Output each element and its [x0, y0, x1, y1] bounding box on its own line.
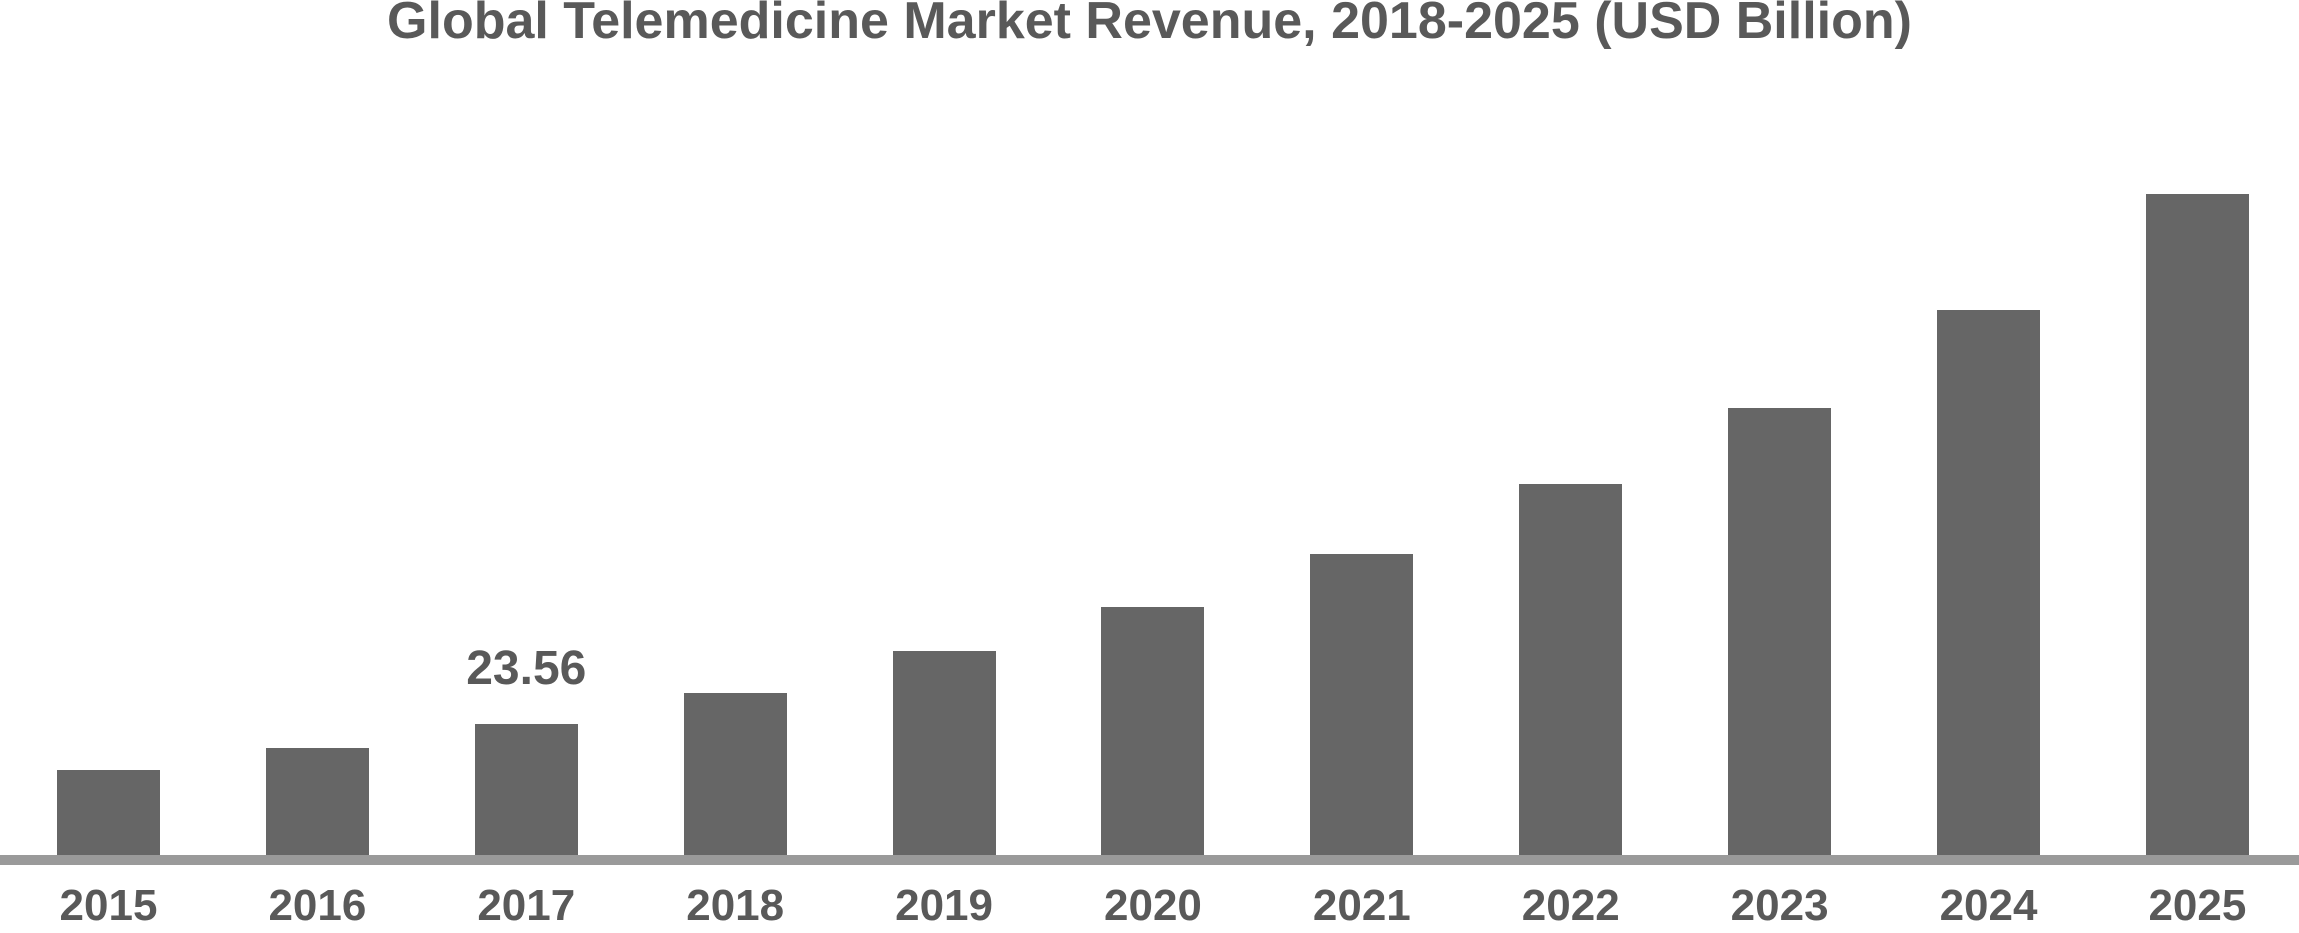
x-tick-2024: 2024: [1939, 881, 2038, 930]
bar-2018: [683, 693, 787, 855]
bar-2021: [1310, 554, 1414, 855]
bar-series: 23.56: [57, 85, 2249, 855]
x-tick-2019: 2019: [895, 881, 993, 930]
x-tick-2025: 2025: [2148, 881, 2247, 930]
bar-2016: [265, 748, 369, 855]
x-axis-line: [0, 855, 2299, 865]
bar-2023: [1728, 408, 1832, 855]
x-tick-2022: 2022: [1521, 881, 1620, 930]
x-tick-2023: 2023: [1730, 881, 1829, 930]
bar-2015: [57, 770, 160, 855]
chart-title: Global Telemedicine Market Revenue, 2018…: [387, 0, 1912, 50]
bar-2019: [892, 651, 996, 855]
x-tick-2021: 2021: [1312, 881, 1411, 930]
x-tick-2018: 2018: [686, 881, 785, 930]
data-label: 23.56: [466, 642, 587, 695]
x-tick-2016: 2016: [268, 881, 367, 930]
x-tick-2020: 2020: [1104, 881, 1202, 930]
x-axis-tick-labels: 2015 2016 2017 2018 2019 2020 2021 2022 2023 2024…: [57, 881, 2249, 930]
bar-2020: [1101, 607, 1205, 855]
bar-2025: [2145, 194, 2249, 855]
bar-2022: [1519, 484, 1623, 855]
bar-2024: [1937, 310, 2041, 855]
bar-2017: 23.56: [466, 642, 586, 855]
x-tick-2017: 2017: [477, 881, 576, 930]
x-tick-2015: 2015: [59, 881, 158, 930]
